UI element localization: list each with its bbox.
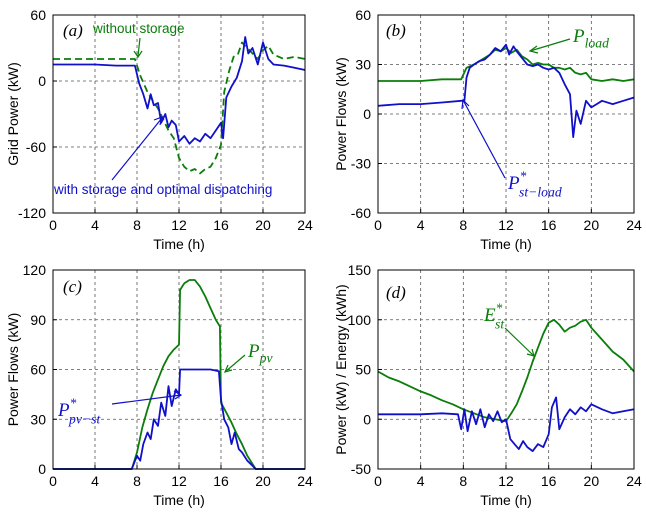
x-tick-label: 20 <box>584 217 600 233</box>
arrow-head <box>526 348 535 357</box>
annotation-arrow <box>462 99 506 179</box>
y-axis-label: Grid Power (kW) <box>5 62 21 165</box>
y-tick-label: 0 <box>38 461 46 477</box>
x-tick-label: 16 <box>541 217 557 233</box>
annotation-arrow <box>137 37 141 57</box>
x-tick-label: 12 <box>498 217 514 233</box>
annotation-with-storage: with storage and optimal dispatching <box>53 182 272 197</box>
y-tick-label: 30 <box>30 411 46 427</box>
annotation-e-st: E* st <box>483 300 505 331</box>
x-tick-label: 20 <box>584 473 600 489</box>
series-line-p-pv-st <box>53 368 305 470</box>
arrow-head <box>133 50 143 59</box>
x-tick-label: 20 <box>255 217 271 233</box>
x-tick-label: 24 <box>626 217 642 233</box>
arrow-head <box>173 390 183 400</box>
x-tick-label: 16 <box>541 473 557 489</box>
x-axis-label: Time (h) <box>480 492 532 508</box>
arrow-head <box>153 116 163 126</box>
x-tick-label: 12 <box>171 473 187 489</box>
y-tick-label: 30 <box>355 57 371 73</box>
x-tick-label: 0 <box>374 473 382 489</box>
x-tick-label: 12 <box>171 217 187 233</box>
annotation-without-storage: without storage <box>92 21 185 36</box>
annotation-p-st-load: P* st−load <box>507 168 562 199</box>
y-tick-label: 90 <box>30 312 46 328</box>
annotation-p-pv-st: P* pv−st <box>57 395 101 426</box>
series-line-series-2 <box>378 396 635 452</box>
y-tick-label: 120 <box>23 262 47 278</box>
x-tick-label: 20 <box>255 473 271 489</box>
y-tick-label: -30 <box>351 156 371 172</box>
series-line-series-2 <box>53 36 306 145</box>
x-tick-label: 8 <box>133 217 141 233</box>
x-tick-label: 16 <box>213 217 229 233</box>
x-tick-label: 8 <box>459 473 467 489</box>
y-tick-label: 0 <box>38 73 46 89</box>
series-line-e-st <box>377 318 635 423</box>
annotation-p-pv: Ppv <box>247 341 273 366</box>
annotation-arrow <box>224 354 246 373</box>
x-tick-label: 4 <box>417 473 425 489</box>
y-tick-label: 60 <box>355 7 371 23</box>
x-tick-label: 8 <box>459 217 467 233</box>
x-tick-label: 12 <box>498 473 514 489</box>
arrow-head <box>461 98 470 110</box>
y-tick-label: 100 <box>348 312 372 328</box>
annotation-arrow <box>504 327 535 357</box>
y-axis-label: Power Flows (kW) <box>5 313 21 427</box>
y-axis-label: Power Flows (kW) <box>333 57 349 171</box>
y-tick-label: -60 <box>351 205 371 221</box>
series-line-p-pv <box>53 279 305 470</box>
series-line-p-load <box>378 47 635 82</box>
x-tick-label: 4 <box>91 473 99 489</box>
panel-label: (c) <box>63 277 82 296</box>
y-tick-label: -50 <box>351 461 371 477</box>
annotation-arrow <box>529 38 571 52</box>
y-axis-label: Power (kW) / Energy (kWh) <box>333 284 349 454</box>
x-axis-label: Time (h) <box>153 492 205 508</box>
y-tick-label: 50 <box>355 362 371 378</box>
series-line-series-1 <box>53 41 306 175</box>
x-tick-label: 0 <box>49 473 57 489</box>
x-tick-label: 4 <box>417 217 425 233</box>
panel-label: (b) <box>386 21 406 40</box>
panel-c: 0 4 8 12 16 20 24 120 90 60 30 0 Time (h) Power Flows… <box>5 262 313 508</box>
x-tick-label: 0 <box>374 217 382 233</box>
x-tick-label: 4 <box>91 217 99 233</box>
panel-b: 0 4 8 12 16 20 24 60 30 0 -30 -60 Time (h) Power Flow… <box>333 7 642 252</box>
panel-label: (a) <box>63 21 83 40</box>
x-axis-label: Time (h) <box>153 236 205 252</box>
y-tick-label: -60 <box>26 139 46 155</box>
x-tick-label: 24 <box>626 473 642 489</box>
y-tick-label: 150 <box>348 262 372 278</box>
y-tick-label: -120 <box>18 205 46 221</box>
x-tick-label: 16 <box>213 473 229 489</box>
panel-label: (d) <box>386 283 406 302</box>
y-tick-label: 0 <box>363 411 371 427</box>
x-tick-label: 0 <box>49 217 57 233</box>
y-tick-label: 60 <box>30 362 46 378</box>
y-tick-label: 60 <box>30 7 46 23</box>
annotation-p-load: Pload <box>572 26 609 51</box>
panel-a: 0 4 8 12 16 20 24 60 0 -60 -120 Time (h) Grid Power … <box>5 7 313 252</box>
x-axis-label: Time (h) <box>480 236 532 252</box>
series-line-p-st-load <box>377 43 635 138</box>
arrow-head <box>223 364 233 373</box>
annotation-arrow <box>111 117 163 181</box>
x-tick-label: 24 <box>297 217 313 233</box>
x-tick-label: 8 <box>133 473 141 489</box>
y-tick-label: 0 <box>363 106 371 122</box>
x-tick-label: 24 <box>297 473 313 489</box>
arrow-head <box>528 45 539 54</box>
annotation-arrow <box>111 394 182 405</box>
